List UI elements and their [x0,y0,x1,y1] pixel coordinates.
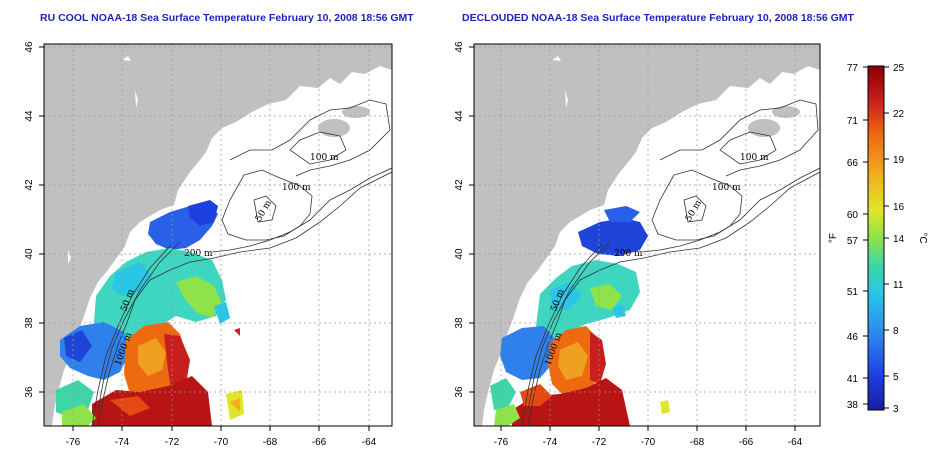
colorbar-c-tick: 11 [893,280,904,291]
right-sst-teal-shelf [536,260,640,340]
right-lat-tick: 44 [454,110,465,122]
left-sst-warm-south [92,376,212,426]
right-lon-tick: -72 [592,437,607,448]
left-lat-tick: 44 [24,110,35,122]
right-bathymetry-contours [521,99,820,426]
left-lat-tick: 36 [24,386,35,398]
colorbar-c-tick: 16 [893,202,905,213]
right-lon-tick: -64 [788,437,803,448]
right-lon-tick: -76 [494,437,509,448]
left-lat-tick: 42 [24,179,35,191]
left-contour-label-2: 100 m [282,183,311,193]
left-lat-tick: 46 [24,41,35,53]
right-lat-tick: 36 [454,386,465,398]
left-lon-tick: -64 [362,437,377,448]
right-lat-tick: 40 [454,248,465,260]
colorbar-f-tick: 71 [847,116,859,127]
colorbar-c-tick: 19 [893,155,905,166]
left-lon-tick: -68 [263,437,278,448]
colorbar-f-tick: 57 [847,236,859,247]
right-sst-blue-nearshore [500,326,556,380]
left-map-panel: 100 m 100 m 50 m 200 m 50 m 1000 m [24,41,393,448]
left-bathymetry-contours [91,99,392,426]
colorbar-c-tick: 3 [893,404,899,415]
right-contour-label-2: 100 m [712,183,741,193]
right-sst-warm-south [512,378,630,426]
right-land [474,44,820,426]
right-panel-title: DECLOUDED NOAA-18 Sea Surface Temperatur… [462,12,854,24]
right-contour-label-1: 100 m [740,153,769,163]
right-map-panel: 100 m 100 m 50 m 200 m 50 m 1000 m [454,41,821,448]
colorbar-f-tick: 38 [847,400,859,411]
colorbar-c-tick: 5 [893,372,899,383]
left-lon-tick: -66 [312,437,327,448]
right-lat-tick: 38 [454,317,465,329]
right-lat-tick: 42 [454,179,465,191]
colorbar-c-tick: 25 [893,63,905,74]
right-lon-tick: -66 [739,437,754,448]
left-contour-label-4: 200 m [184,249,213,259]
left-lon-tick: -74 [115,437,130,448]
left-panel-title: RU COOL NOAA-18 Sea Surface Temperature … [40,12,414,24]
colorbar-f-tick: 41 [847,374,859,385]
right-lon-tick: -74 [543,437,558,448]
left-lon-tick: -76 [66,437,81,448]
right-lon-tick: -68 [690,437,705,448]
right-grid [474,44,820,426]
colorbar-gradient [867,65,885,411]
left-lon-tick: -70 [214,437,229,448]
colorbar-c-tick: 8 [893,326,899,337]
colorbar-c-tick: 22 [893,109,905,120]
colorbar-c-tick: 14 [893,234,905,245]
colorbar-f-tick: 51 [847,287,859,298]
colorbar-fahrenheit-unit: °F [828,233,839,243]
colorbar-f-tick: 66 [847,158,859,169]
left-lon-tick: -72 [165,437,180,448]
colorbar-f-tick: 60 [847,210,859,221]
colorbar-celsius-unit: °C [917,232,928,243]
right-contour-label-4: 200 m [614,249,643,259]
right-lat-tick: 46 [454,41,465,53]
left-contour-label-1: 100 m [310,153,339,163]
right-sst-blue-north [578,218,648,256]
right-lon-tick: -70 [641,437,656,448]
left-land [44,44,392,426]
left-lat-tick: 40 [24,248,35,260]
left-lat-tick: 38 [24,317,35,329]
colorbar: 77 71 66 60 57 51 46 41 38 25 22 19 16 1… [828,63,928,415]
colorbar-f-tick: 77 [847,63,859,74]
colorbar-f-tick: 46 [847,332,859,343]
left-grid [44,44,392,426]
